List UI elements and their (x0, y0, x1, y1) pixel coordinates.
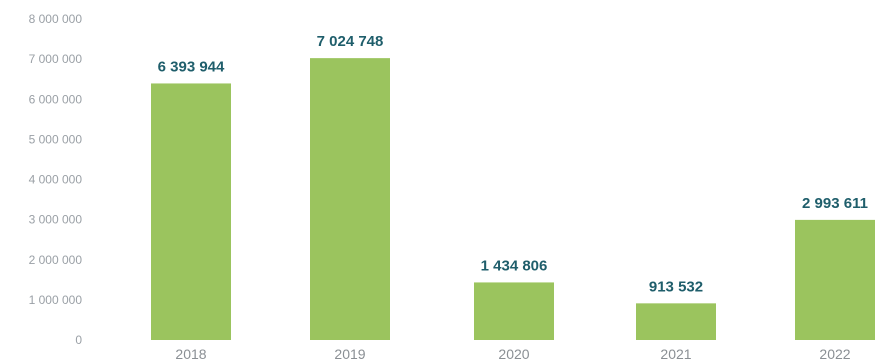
bars-group (151, 58, 875, 340)
x-tick-label: 2021 (660, 346, 691, 362)
data-label: 7 024 748 (317, 33, 384, 50)
bar-2020 (474, 282, 554, 340)
bar-2019 (310, 58, 390, 340)
data-label: 2 993 611 (802, 195, 868, 212)
data-labels-group: 6 393 944 7 024 748 1 434 806 913 532 2 993 … (158, 33, 868, 295)
bar-2022 (795, 219, 875, 340)
y-tick-label: 6 000 000 (29, 92, 83, 106)
data-label: 6 393 944 (158, 58, 225, 75)
x-tick-label: 2020 (498, 346, 529, 362)
bar-2018 (151, 83, 231, 340)
y-tick-label: 2 000 000 (29, 253, 83, 267)
data-label: 1 434 806 (481, 257, 548, 274)
x-tick-label: 2022 (819, 346, 850, 362)
data-label: 913 532 (649, 278, 703, 295)
y-tick-label: 4 000 000 (29, 173, 83, 187)
x-tick-label: 2019 (334, 346, 365, 362)
y-tick-label: 8 000 000 (29, 12, 83, 26)
x-tick-label: 2018 (175, 346, 206, 362)
y-tick-label: 7 000 000 (29, 52, 83, 66)
y-tick-label: 0 (75, 333, 82, 347)
y-tick-label: 1 000 000 (29, 293, 83, 307)
y-tick-label: 3 000 000 (29, 213, 83, 227)
x-axis: 2018 2019 2020 2021 2022 (175, 346, 850, 362)
y-axis: 0 1 000 000 2 000 000 3 000 000 4 000 000 5 0… (29, 12, 83, 347)
y-tick-label: 5 000 000 (29, 132, 83, 146)
bar-2021 (636, 303, 716, 340)
